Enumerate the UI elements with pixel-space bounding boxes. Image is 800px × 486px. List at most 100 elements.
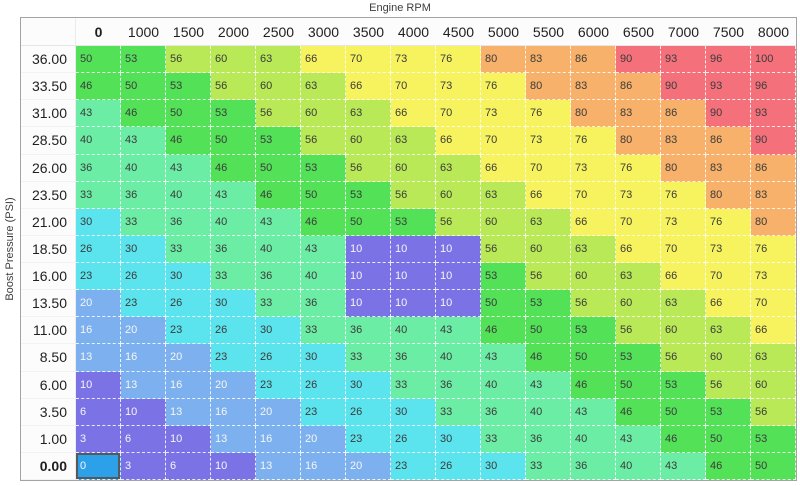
table-cell[interactable]: 46	[616, 398, 661, 426]
table-cell[interactable]: 33	[346, 344, 391, 372]
table-cell[interactable]: 36	[256, 263, 301, 291]
table-cell[interactable]: 80	[571, 100, 616, 128]
table-cell[interactable]: 33	[76, 181, 121, 209]
table-cell[interactable]: 13	[256, 452, 301, 480]
table-cell[interactable]: 23	[166, 317, 211, 345]
table-cell[interactable]: 100	[751, 46, 796, 74]
table-cell[interactable]: 33	[166, 235, 211, 263]
table-cell[interactable]: 36	[526, 425, 571, 453]
table-cell[interactable]: 66	[706, 290, 751, 318]
table-cell[interactable]: 10	[211, 452, 256, 480]
table-cell[interactable]: 60	[526, 235, 571, 263]
table-cell[interactable]: 60	[391, 154, 436, 182]
table-cell[interactable]: 13	[166, 398, 211, 426]
table-cell[interactable]: 56	[436, 208, 481, 236]
row-header[interactable]: 3.50	[21, 398, 76, 426]
table-cell[interactable]: 43	[616, 425, 661, 453]
table-cell[interactable]: 46	[661, 425, 706, 453]
table-cell[interactable]: 13	[211, 425, 256, 453]
table-cell[interactable]: 23	[256, 371, 301, 399]
table-cell[interactable]: 66	[481, 154, 526, 182]
table-cell[interactable]: 10	[436, 290, 481, 318]
table-cell[interactable]: 33	[436, 398, 481, 426]
table-cell[interactable]: 40	[166, 181, 211, 209]
table-cell[interactable]: 53	[661, 371, 706, 399]
table-cell[interactable]: 43	[166, 154, 211, 182]
table-cell[interactable]: 46	[76, 73, 121, 101]
table-cell[interactable]: 93	[661, 46, 706, 74]
table-cell[interactable]: 53	[346, 181, 391, 209]
row-header[interactable]: 23.50	[21, 181, 76, 209]
table-cell[interactable]: 56	[706, 371, 751, 399]
table-cell[interactable]: 26	[391, 425, 436, 453]
table-cell[interactable]: 36	[301, 290, 346, 318]
table-cell[interactable]: 50	[346, 208, 391, 236]
table-cell[interactable]: 56	[166, 46, 211, 74]
table-cell[interactable]: 76	[526, 100, 571, 128]
table-cell[interactable]: 63	[436, 154, 481, 182]
row-header[interactable]: 6.00	[21, 371, 76, 399]
table-cell[interactable]: 83	[616, 100, 661, 128]
table-cell[interactable]: 63	[301, 73, 346, 101]
table-cell[interactable]: 66	[526, 181, 571, 209]
table-cell[interactable]: 23	[346, 425, 391, 453]
table-cell[interactable]: 16	[256, 425, 301, 453]
table-cell[interactable]: 63	[661, 290, 706, 318]
table-cell[interactable]: 76	[436, 46, 481, 74]
table-cell[interactable]: 33	[391, 371, 436, 399]
table-cell[interactable]: 10	[436, 235, 481, 263]
table-cell[interactable]: 73	[616, 181, 661, 209]
table-cell[interactable]: 93	[706, 73, 751, 101]
table-cell[interactable]: 63	[256, 46, 301, 74]
table-cell[interactable]: 33	[121, 208, 166, 236]
table-cell[interactable]: 66	[616, 235, 661, 263]
col-header[interactable]: 0	[76, 18, 121, 46]
table-cell[interactable]: 73	[751, 263, 796, 291]
table-cell[interactable]: 63	[706, 317, 751, 345]
table-cell[interactable]: 26	[301, 371, 346, 399]
table-cell[interactable]: 60	[211, 46, 256, 74]
row-header[interactable]: 21.00	[21, 208, 76, 236]
table-cell[interactable]: 50	[301, 181, 346, 209]
table-cell[interactable]: 40	[571, 425, 616, 453]
table-cell[interactable]: 66	[301, 46, 346, 74]
table-cell[interactable]: 10	[121, 398, 166, 426]
table-cell[interactable]: 76	[481, 73, 526, 101]
table-cell[interactable]: 26	[121, 263, 166, 291]
table-cell[interactable]: 63	[751, 344, 796, 372]
table-cell[interactable]: 36	[76, 154, 121, 182]
table-cell[interactable]: 56	[346, 154, 391, 182]
row-header[interactable]: 31.00	[21, 100, 76, 128]
table-cell[interactable]: 70	[526, 154, 571, 182]
table-cell[interactable]: 60	[346, 127, 391, 155]
table-cell[interactable]: 73	[391, 46, 436, 74]
table-cell[interactable]: 50	[121, 73, 166, 101]
table-cell[interactable]: 66	[346, 73, 391, 101]
table-cell[interactable]: 70	[661, 235, 706, 263]
col-header[interactable]: 6500	[616, 18, 661, 46]
table-cell[interactable]: 23	[301, 398, 346, 426]
table-cell[interactable]: 23	[211, 344, 256, 372]
table-cell[interactable]: 90	[661, 73, 706, 101]
table-cell[interactable]: 63	[571, 235, 616, 263]
table-cell[interactable]: 46	[571, 371, 616, 399]
table-cell[interactable]: 53	[166, 73, 211, 101]
table-cell[interactable]: 16	[301, 452, 346, 480]
table-cell[interactable]: 6	[121, 425, 166, 453]
table-cell[interactable]: 10	[436, 263, 481, 291]
table-cell[interactable]: 53	[301, 154, 346, 182]
table-cell[interactable]: 26	[211, 317, 256, 345]
table-cell[interactable]: 40	[391, 317, 436, 345]
table-cell[interactable]: 40	[121, 154, 166, 182]
table-cell[interactable]: 36	[391, 344, 436, 372]
table-cell[interactable]: 10	[346, 290, 391, 318]
table-cell[interactable]: 10	[346, 263, 391, 291]
table-cell[interactable]: 53	[391, 208, 436, 236]
table-cell[interactable]: 60	[661, 317, 706, 345]
table-cell[interactable]: 30	[121, 235, 166, 263]
table-cell[interactable]: 46	[481, 317, 526, 345]
table-cell[interactable]: 53	[121, 46, 166, 74]
table-cell[interactable]: 46	[211, 154, 256, 182]
table-cell[interactable]: 36	[571, 452, 616, 480]
table-cell[interactable]: 50	[166, 100, 211, 128]
